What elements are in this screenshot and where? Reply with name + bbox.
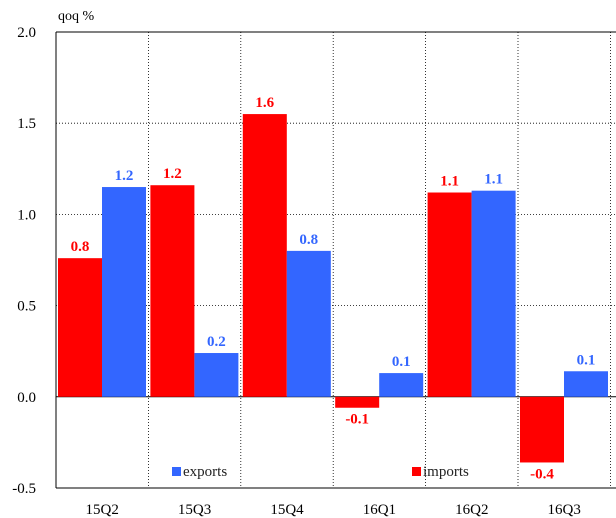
data-label-exports-16Q1: 0.1 [392,354,411,370]
y-tick-label: 2.0 [17,25,36,41]
data-label-exports-16Q2: 1.1 [484,172,503,188]
bar-imports-16Q3 [520,396,564,463]
data-label-imports-16Q1: -0.1 [345,412,369,428]
x-tick-label: 16Q1 [363,502,396,518]
legend-swatch-imports [412,467,421,476]
data-label-exports-16Q3: 0.1 [577,352,596,368]
bars [58,114,608,463]
legend: exports imports [172,464,469,480]
y-tick-label: 0.0 [17,390,36,406]
y-tick-label: 0.5 [17,299,36,315]
grid [55,31,616,489]
data-label-imports-16Q3: -0.4 [530,466,554,482]
y-tick-label: 1.0 [17,207,36,223]
x-tick-label: 15Q4 [270,502,304,518]
data-label-imports-15Q4: 1.6 [255,95,274,111]
bar-imports-16Q1 [335,396,380,408]
data-label-imports-16Q2: 1.1 [440,174,459,190]
bar-imports-16Q2 [427,192,472,397]
data-label-imports-15Q3: 1.2 [163,166,182,182]
bar-exports-16Q3 [564,371,608,397]
legend-label-exports: exports [183,464,227,480]
x-tick-label: 16Q3 [548,502,581,518]
data-label-imports-15Q2: 0.8 [71,239,90,255]
x-tick-label: 15Q3 [178,502,211,518]
bar-imports-15Q2 [58,258,102,397]
bar-exports-15Q2 [102,187,146,397]
data-label-exports-15Q3: 0.2 [207,334,226,350]
data-label-exports-15Q2: 1.2 [115,168,134,184]
x-axis: 15Q2 15Q3 15Q4 16Q1 16Q2 16Q3 [86,502,581,518]
data-labels: 0.8 1.2 1.2 0.2 1.6 0.8 -0.1 0.1 1.1 1.1 -0.4 0.1 [71,95,596,482]
bar-exports-16Q1 [379,373,424,397]
bar-imports-15Q3 [150,185,195,397]
bar-exports-15Q4 [286,250,331,397]
x-tick-label: 15Q2 [86,502,119,518]
y-tick-label: 1.5 [17,116,36,132]
bar-imports-15Q4 [242,114,287,397]
data-label-exports-15Q4: 0.8 [299,232,318,248]
y-axis: 2.0 1.5 1.0 0.5 0.0 -0.5 [12,25,36,497]
bar-exports-16Q2 [471,190,516,397]
legend-label-imports: imports [423,464,469,480]
legend-swatch-exports [172,467,181,476]
x-tick-label: 16Q2 [455,502,488,518]
bar-exports-15Q3 [194,353,239,397]
y-tick-label: -0.5 [12,481,36,497]
unit-label: qoq % [58,9,95,24]
